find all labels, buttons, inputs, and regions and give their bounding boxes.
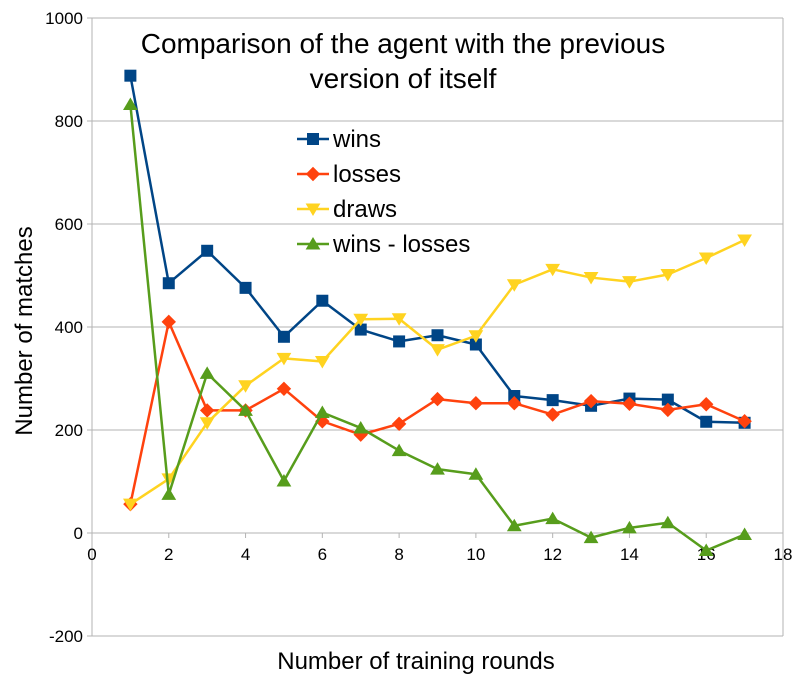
data-point <box>393 335 406 348</box>
y-tick-label: 200 <box>55 421 83 440</box>
data-point <box>239 281 252 294</box>
data-point <box>201 244 214 257</box>
data-point <box>391 416 407 432</box>
data-point <box>353 420 369 434</box>
y-tick-label: 400 <box>55 318 83 337</box>
data-point <box>545 511 561 525</box>
y-tick-label: 0 <box>74 524 83 543</box>
data-point <box>622 396 637 411</box>
data-point <box>698 252 714 265</box>
data-point <box>545 263 561 277</box>
data-point <box>276 474 292 487</box>
title-layer: Comparison of the agent with the previou… <box>141 28 666 94</box>
data-point <box>353 313 369 327</box>
y-axis-title: Number of matches <box>11 226 38 435</box>
x-tick-label: 2 <box>164 545 173 564</box>
axis-layer: -20002004006008001000024681012141618 <box>45 9 792 646</box>
data-point <box>431 329 444 342</box>
data-point <box>622 520 637 534</box>
x-tick-label: 0 <box>87 545 96 564</box>
data-point <box>506 279 522 292</box>
x-tick-label: 10 <box>466 545 485 564</box>
x-tick-label: 14 <box>620 545 639 564</box>
series-wins-losses <box>123 97 752 557</box>
data-point <box>660 402 676 418</box>
series-layer <box>123 69 752 557</box>
x-tick-label: 18 <box>774 545 793 564</box>
data-point <box>161 473 177 486</box>
legend-item: losses <box>297 161 401 188</box>
data-point <box>391 313 407 326</box>
chart-title-line: Comparison of the agent with the previou… <box>141 28 666 59</box>
data-point <box>199 366 215 379</box>
legend-item: wins <box>297 126 381 153</box>
legend-label: wins <box>332 126 381 153</box>
data-point <box>737 414 752 429</box>
data-point <box>698 543 714 557</box>
data-point <box>238 380 253 393</box>
data-point <box>316 294 329 307</box>
legend-marker <box>305 237 321 250</box>
x-tick-label: 6 <box>318 545 327 564</box>
series-losses <box>123 314 752 512</box>
legend-label: wins - losses <box>332 231 470 258</box>
data-point <box>430 462 445 475</box>
data-point <box>468 330 484 343</box>
data-point <box>507 396 522 411</box>
data-point <box>583 530 599 544</box>
data-point <box>737 234 752 247</box>
data-point <box>699 397 714 412</box>
legend-marker <box>305 166 321 182</box>
data-point <box>124 69 137 82</box>
data-point <box>546 394 559 407</box>
data-point <box>700 415 713 428</box>
legend: wins losses draws wins - losses <box>297 126 470 258</box>
chart-title-line: version of itself <box>310 63 497 94</box>
data-point <box>314 356 330 369</box>
data-point <box>162 277 175 290</box>
data-point <box>123 498 138 512</box>
data-point <box>276 352 292 366</box>
legend-label: draws <box>333 196 397 223</box>
legend-label: losses <box>333 161 401 188</box>
data-point <box>468 396 484 411</box>
data-point <box>276 381 292 397</box>
legend-item: draws <box>297 196 397 223</box>
data-point <box>199 417 215 430</box>
x-tick-label: 4 <box>241 545 250 564</box>
legend-item: wins - losses <box>297 231 470 258</box>
data-point <box>199 403 215 418</box>
data-point <box>391 443 407 457</box>
data-point <box>430 391 445 407</box>
data-point <box>583 393 599 409</box>
grid-layer <box>92 17 783 637</box>
y-tick-label: 1000 <box>45 9 83 28</box>
data-point <box>277 330 290 343</box>
data-point <box>161 314 176 330</box>
data-point <box>314 405 330 418</box>
data-point <box>660 268 676 282</box>
data-point <box>583 272 599 285</box>
data-point <box>123 97 138 111</box>
data-point <box>506 518 522 532</box>
legend-marker <box>305 203 321 216</box>
data-point <box>622 276 637 289</box>
data-point <box>430 344 445 357</box>
y-tick-label: 800 <box>55 112 83 131</box>
series-line <box>129 104 746 552</box>
data-point <box>161 487 177 500</box>
data-point <box>545 407 560 422</box>
x-axis-title: Number of training rounds <box>277 648 554 675</box>
legend-marker <box>307 133 319 145</box>
x-tick-label: 12 <box>543 545 562 564</box>
data-point <box>238 403 253 416</box>
data-point <box>660 515 676 529</box>
x-tick-label: 8 <box>394 545 403 564</box>
data-point <box>468 467 484 480</box>
y-tick-label: 600 <box>55 215 83 234</box>
y-tick-label: -200 <box>49 627 83 646</box>
data-point <box>737 527 752 541</box>
